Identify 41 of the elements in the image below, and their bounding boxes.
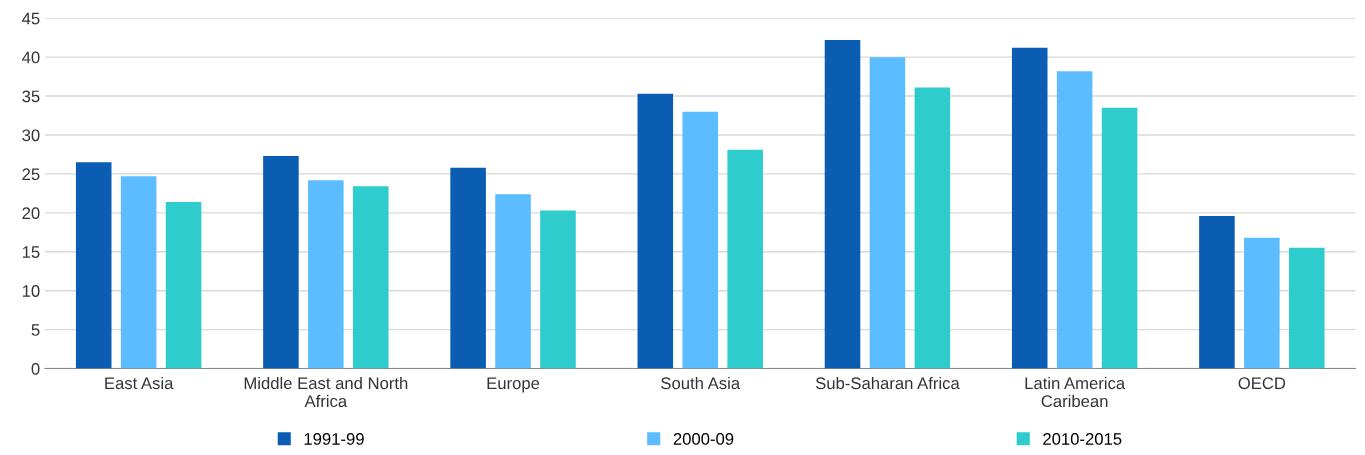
x-tick-label: Europe: [487, 377, 540, 393]
bar: [869, 57, 906, 369]
x-tick-label: South Asia: [661, 376, 741, 390]
bar: [308, 180, 344, 369]
x-tick-label: OECD: [1238, 377, 1286, 390]
bar: [165, 201, 202, 369]
legend-label: 1991-99: [304, 433, 364, 445]
bar: [637, 93, 674, 369]
y-tick-label: 40: [22, 51, 40, 64]
bar: [75, 162, 112, 369]
bar: [1101, 107, 1138, 369]
y-tick-label: 15: [22, 246, 40, 258]
y-tick-label: 10: [22, 285, 40, 297]
y-tick-label: 5: [31, 324, 40, 336]
bar: [263, 156, 299, 369]
bar: [450, 167, 486, 369]
bar: [1011, 47, 1048, 369]
y-tick-label: 30: [22, 129, 40, 142]
y-tick-label: 45: [22, 12, 40, 25]
bar: [824, 40, 861, 369]
y-tick-label: 25: [22, 168, 40, 181]
bar: [1244, 237, 1280, 369]
bar: [914, 87, 951, 369]
y-tick-label: 20: [22, 207, 40, 220]
x-tick-label: Sub-Saharan Africa: [815, 376, 960, 390]
bar: [1199, 215, 1235, 369]
bar: [682, 111, 719, 369]
bar: [352, 186, 389, 369]
bar: [1288, 247, 1325, 369]
bar: [1056, 71, 1093, 369]
y-tick-label: 35: [22, 90, 40, 103]
bar: [540, 210, 576, 369]
bar: [727, 149, 763, 369]
x-tick-label: Latin America Caribean: [1025, 376, 1126, 408]
legend-label: 2010-2015: [1043, 433, 1122, 445]
bar: [120, 176, 157, 369]
legend-label: 2000-09: [673, 433, 734, 445]
bar: [495, 194, 531, 369]
y-tick-label: 0: [31, 362, 40, 375]
x-tick-label: East Asia: [105, 376, 174, 390]
x-tick-label: Middle East and North Africa: [244, 376, 408, 408]
